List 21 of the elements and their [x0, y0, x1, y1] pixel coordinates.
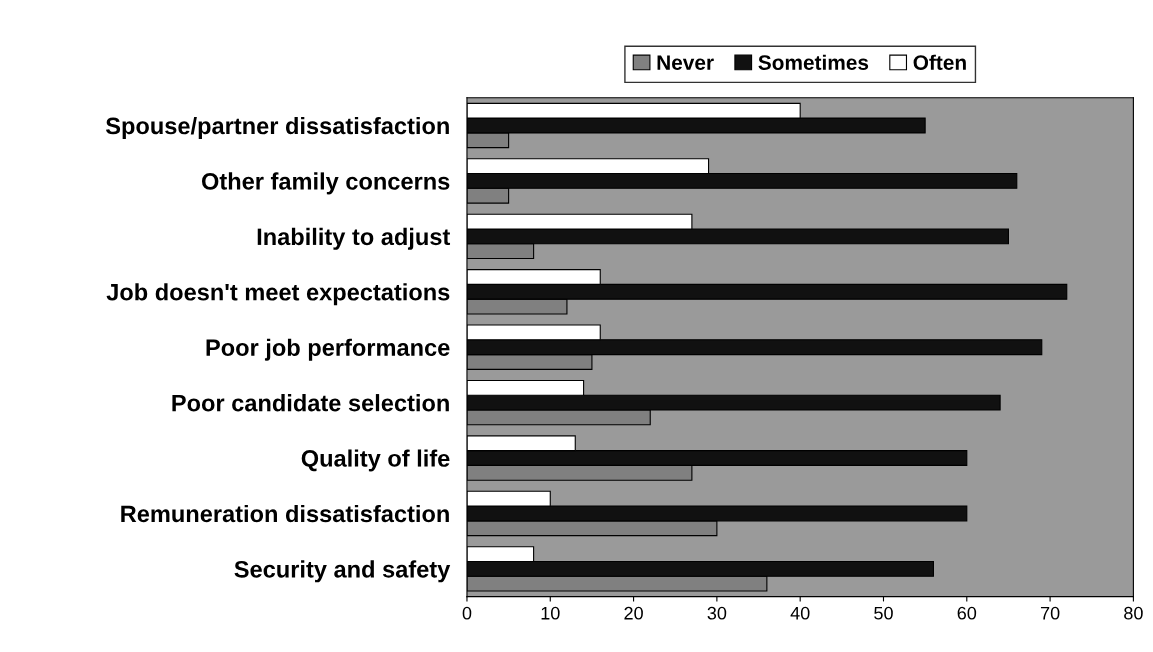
x-tick-label: 60: [957, 606, 977, 620]
x-tick-label: 0: [462, 606, 472, 620]
x-tick-label: 70: [1040, 606, 1060, 620]
y-tick-label: Inability to adjust: [257, 227, 451, 250]
x-tick-label: 30: [707, 606, 727, 620]
x-tick-label: 10: [541, 606, 560, 620]
legend-label: Sometimes: [758, 54, 869, 70]
y-tick-label: Job doesn't meet expectations: [106, 283, 450, 306]
x-tick-label: 40: [790, 606, 810, 620]
y-tick-label: Poor job performance: [206, 338, 450, 361]
x-tick-label: 80: [1124, 606, 1143, 620]
x-tick-label: 20: [624, 606, 643, 620]
y-tick-label: Remuneration dissatisfaction: [121, 504, 449, 523]
y-tick-label: Security and safety: [234, 560, 451, 583]
y-tick-label: Other family concerns: [201, 172, 450, 195]
y-tick-label: Poor candidate selection: [172, 394, 449, 412]
legend-label: Often: [913, 54, 966, 70]
legend-label: Never: [657, 55, 714, 70]
y-tick-label: Spouse/partner dissatisfaction: [105, 116, 449, 139]
x-tick-label: 50: [874, 606, 893, 620]
y-tick-label: Quality of life: [301, 449, 450, 472]
